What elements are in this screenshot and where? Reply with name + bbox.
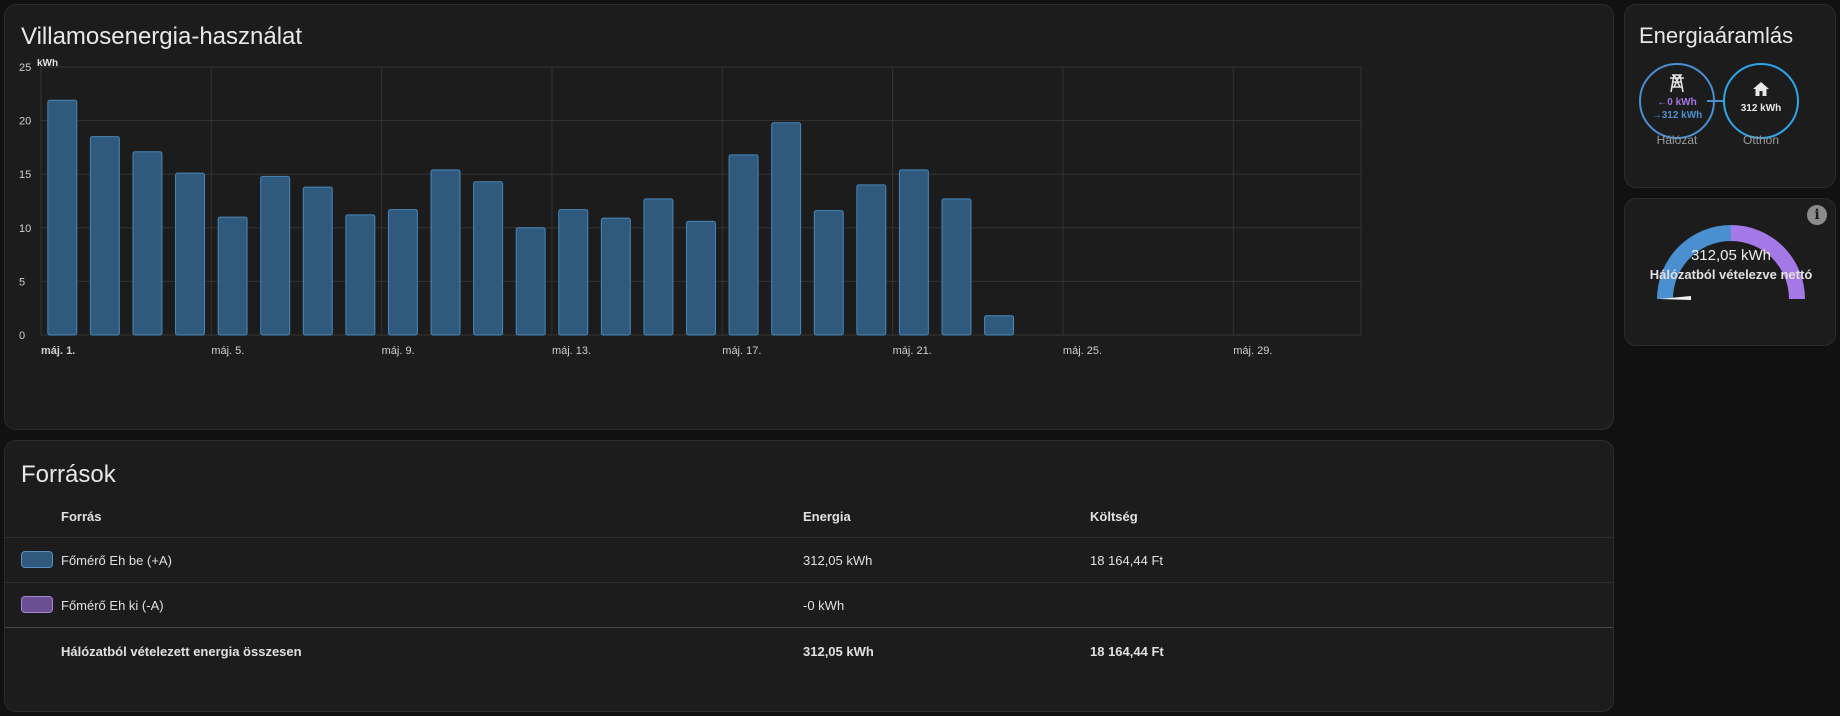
bar[interactable] [558,209,589,336]
home-icon [1753,82,1769,96]
grid-export-value: 0 kWh [1667,97,1697,108]
grid-node[interactable]: ←0 kWh →312 kWh [1639,63,1715,139]
bar[interactable] [643,198,674,336]
bar[interactable] [856,184,887,336]
info-icon[interactable]: i [1807,205,1827,225]
y-axis-unit: kWh [37,59,58,69]
home-node[interactable]: 312 kWh [1723,63,1799,139]
bar[interactable] [984,315,1015,336]
bar[interactable] [728,154,759,336]
x-tick-label: máj. 5. [211,345,244,357]
flow-title: Energiaáramlás [1639,23,1794,48]
bar[interactable] [771,122,802,336]
y-tick-label: 25 [19,62,31,74]
bar[interactable] [89,136,120,336]
usage-title: Villamosenergia-használat [21,23,303,50]
header-energy[interactable]: Energia [803,509,851,524]
bar[interactable] [175,172,206,336]
source-color-swatch [21,596,53,613]
table-row: Főmérő Eh ki (-A) -0 kWh [5,582,1613,627]
table-row: Főmérő Eh be (+A) 312,05 kWh 18 164,44 F… [5,537,1613,582]
bar[interactable] [430,169,461,336]
x-tick-label: máj. 17. [722,345,761,357]
x-tick-label: máj. 1. [41,345,75,357]
grid-import-value: 312 kWh [1661,110,1703,121]
grid-export-line: ←0 kWh [1641,97,1713,108]
grid-label: Hálózat [1656,133,1698,147]
home-label: Otthon [1742,133,1780,147]
bar[interactable] [217,216,248,336]
sources-table: Forrás Energia Költség Főmérő Eh be (+A)… [5,441,1613,713]
flow-line [1707,100,1725,102]
total-name: Hálózatból vételezett energia összesen [61,644,302,659]
bar[interactable] [47,99,78,336]
bar[interactable] [260,175,291,336]
usage-bar-chart: 0 5 10 15 20 25 kWh máj. 1. máj. 5. máj. 9. máj. 1… [19,59,1362,357]
gauge-export-arc [1731,225,1805,299]
x-tick-label: máj. 21. [893,345,932,357]
y-tick-label: 10 [19,223,31,235]
bar[interactable] [600,217,631,336]
energy-flow-card: Energiaáramlás ←0 kWh →312 kWh Hálózat 3… [1624,4,1836,188]
source-color-swatch [21,551,53,568]
bar[interactable] [941,198,972,336]
bar[interactable] [345,214,376,336]
y-tick-label: 5 [19,276,25,288]
bar[interactable] [132,151,163,336]
bar[interactable] [387,209,418,336]
y-tick-label: 0 [19,330,25,342]
source-name: Főmérő Eh ki (-A) [61,598,164,613]
header-source[interactable]: Forrás [61,509,102,524]
source-energy: -0 kWh [803,598,845,613]
source-energy: 312,05 kWh [803,553,873,568]
transmission-tower-icon [1670,74,1684,93]
y-tick-label: 20 [19,116,31,128]
table-total-row: Hálózatból vételezett energia összesen 3… [5,627,1613,672]
home-value: 312 kWh [1740,103,1782,114]
net-gauge [1657,225,1805,300]
source-cost: 18 164,44 Ft [1090,553,1163,568]
y-tick-label: 15 [19,169,31,181]
x-tick-label: máj. 9. [382,345,415,357]
gauge-import-arc [1657,225,1731,299]
gauge-value-text: 312,05 kWh [1690,247,1772,264]
bar[interactable] [473,181,504,336]
x-tick-label: máj. 29. [1233,345,1272,357]
bar[interactable] [515,227,546,336]
bar[interactable] [302,186,333,336]
bar[interactable] [813,210,844,336]
net-grid-gauge-card: i 312,05 kWh Hálózatból vételezve nettó [1624,198,1836,346]
export-arrow-icon: ← [1657,97,1668,108]
grid-import-line: →312 kWh [1641,110,1713,121]
usage-chart-card: Villamosenergia-használat 0 5 10 15 20 25 kWh m… [4,4,1614,430]
gauge-label: Hálózatból vételezve nettó [1649,267,1813,282]
sources-card: Források Forrás Energia Költség Főmérő E… [4,440,1614,712]
x-tick-label: máj. 25. [1063,345,1102,357]
import-arrow-icon: → [1651,110,1662,121]
bar[interactable] [898,169,929,336]
x-tick-label: máj. 13. [552,345,591,357]
gauge-needle [1659,296,1691,300]
sources-title: Források [21,461,116,488]
total-cost: 18 164,44 Ft [1090,644,1164,659]
total-energy: 312,05 kWh [803,644,874,659]
source-name: Főmérő Eh be (+A) [61,553,172,568]
header-cost[interactable]: Költség [1090,509,1138,524]
bar[interactable] [686,220,716,336]
gauge-value: 312,05 kWh [1625,247,1837,264]
